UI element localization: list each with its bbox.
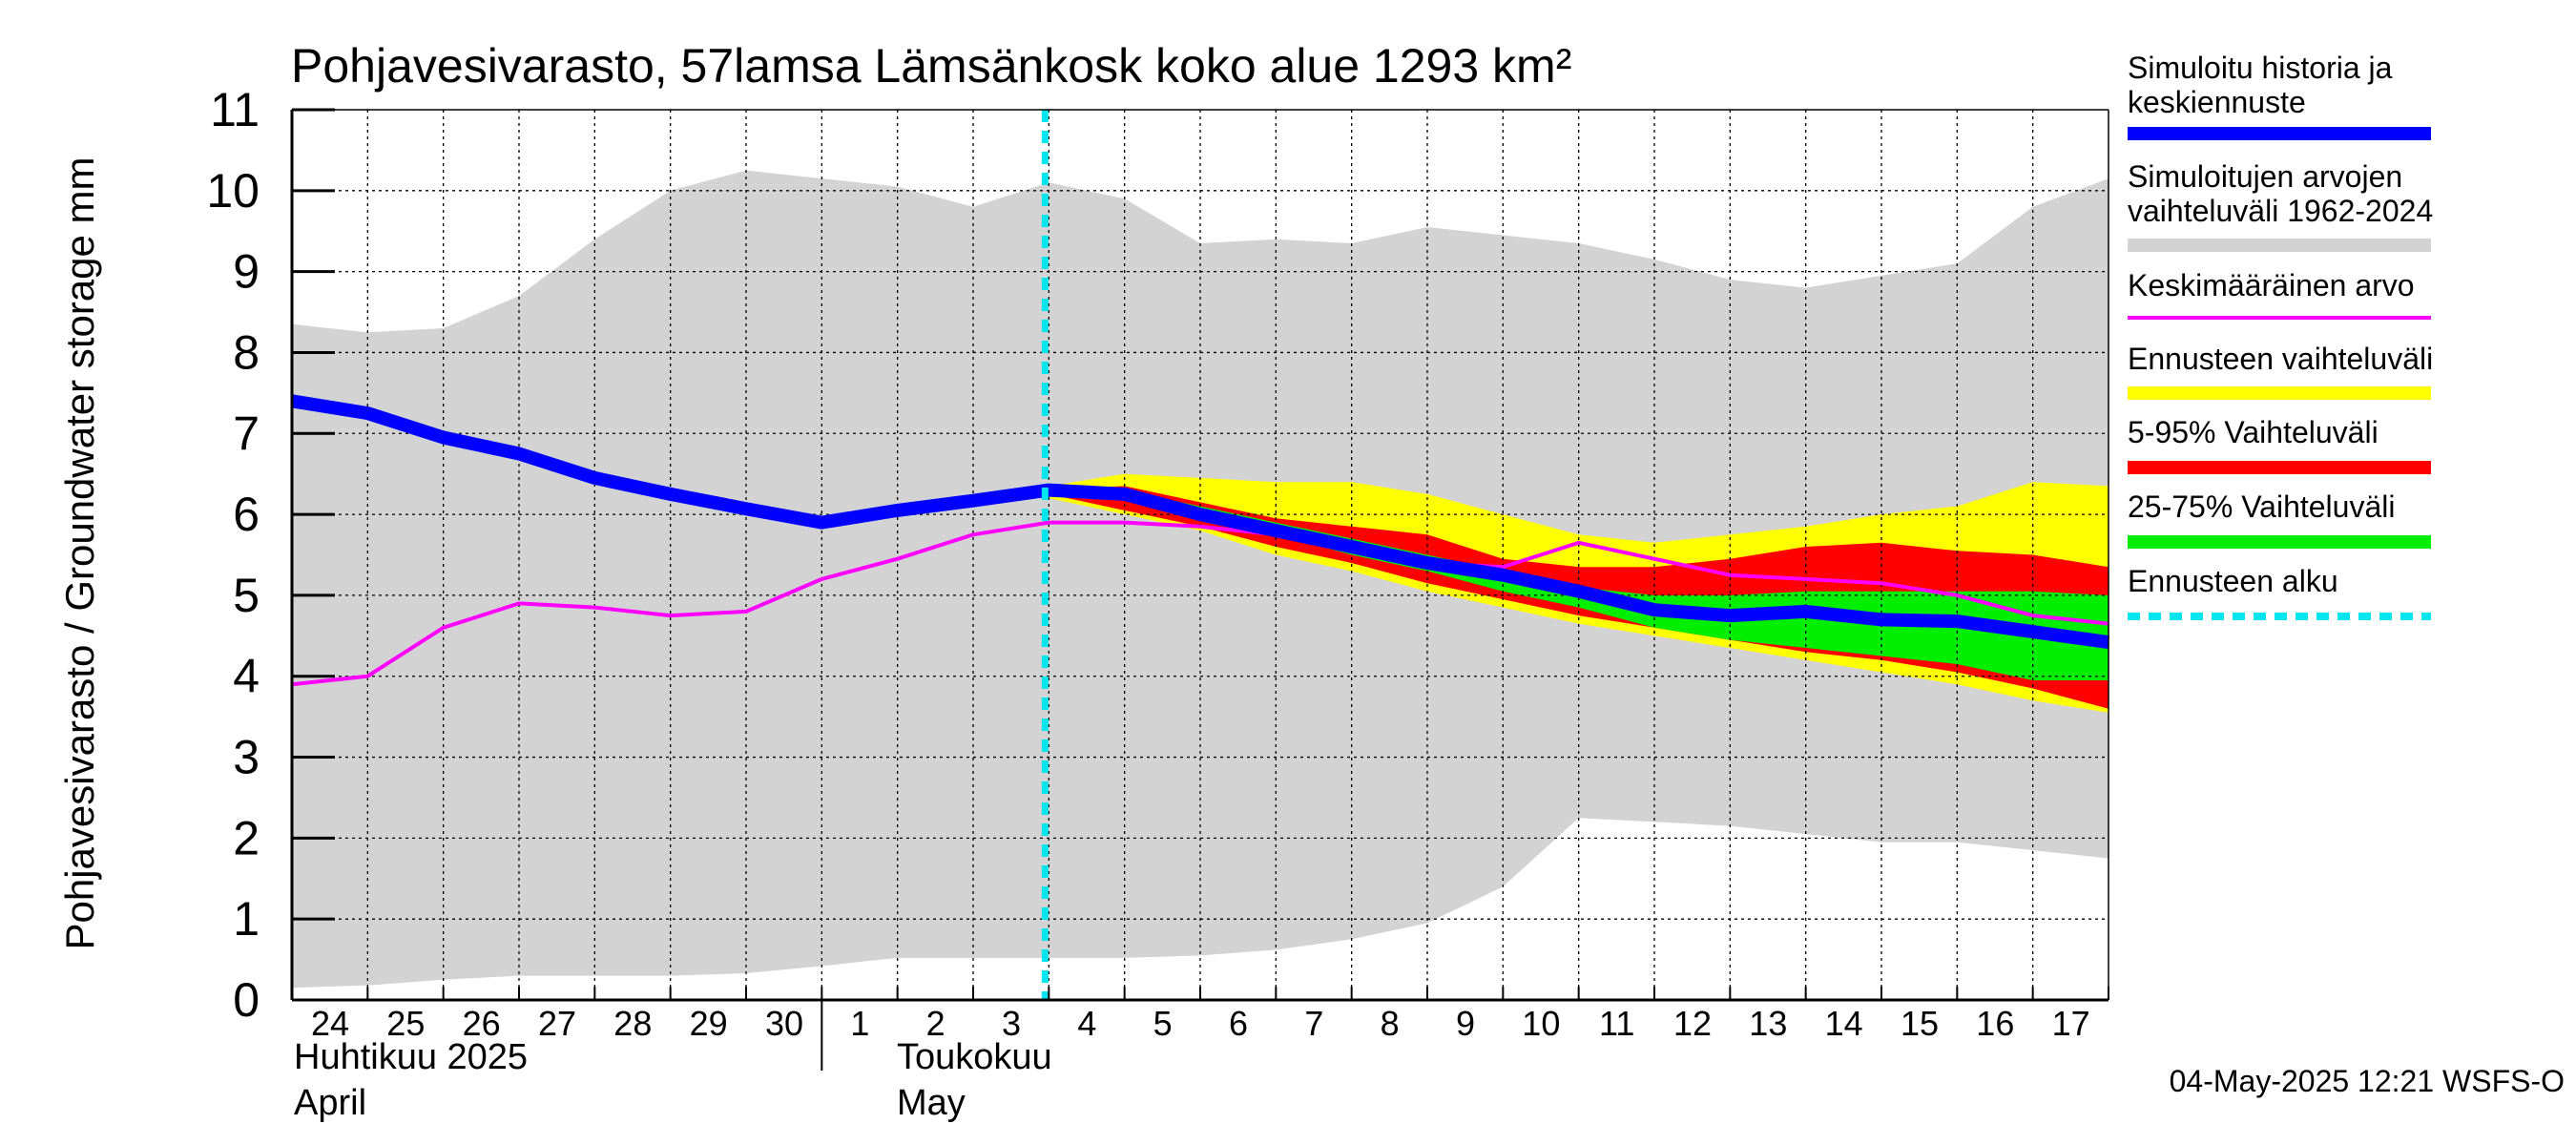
month-label-april-en: April	[294, 1083, 366, 1123]
month-label-april-fi: Huhtikuu 2025	[294, 1037, 528, 1077]
x-tick-label: 28	[613, 1004, 652, 1043]
y-tick-label: 11	[210, 83, 260, 136]
x-tick-label: 24	[311, 1004, 349, 1043]
x-tick-label: 17	[2052, 1004, 2090, 1043]
x-tick-label: 10	[1522, 1004, 1560, 1043]
y-tick-label: 2	[233, 811, 260, 864]
y-tick-label: 9	[233, 245, 260, 299]
y-axis-label: Pohjavesivarasto / Groundwater storage m…	[57, 156, 102, 949]
legend-label: vaihteluväli 1962-2024	[2128, 194, 2433, 228]
x-tick-label: 9	[1456, 1004, 1475, 1043]
x-tick-label: 4	[1077, 1004, 1096, 1043]
y-tick-label: 7	[233, 406, 260, 460]
x-tick-label: 6	[1229, 1004, 1248, 1043]
legend-label: Ennusteen vaihteluväli	[2128, 342, 2433, 376]
y-tick-label: 10	[206, 164, 260, 218]
legend-label: keskiennuste	[2128, 85, 2306, 119]
footer-timestamp: 04-May-2025 12:21 WSFS-O	[2170, 1064, 2565, 1098]
x-tick-label: 7	[1304, 1004, 1323, 1043]
month-label-may-en: May	[897, 1083, 966, 1123]
x-tick-label: 26	[463, 1004, 501, 1043]
x-tick-label: 3	[1002, 1004, 1021, 1043]
x-tick-label: 13	[1749, 1004, 1787, 1043]
y-tick-label: 1	[233, 892, 260, 946]
legend-label: Keskimääräinen arvo	[2128, 268, 2415, 302]
x-tick-label: 16	[1976, 1004, 2014, 1043]
legend-label: Simuloitujen arvojen	[2128, 159, 2402, 194]
legend-label: 5-95% Vaihteluväli	[2128, 415, 2379, 449]
simulated-history-line	[290, 394, 2109, 650]
x-tick-label: 5	[1153, 1004, 1173, 1043]
chart-title: Pohjavesivarasto, 57lamsa Lämsänkosk kok…	[291, 39, 1571, 93]
x-tick-label: 15	[1901, 1004, 1939, 1043]
x-tick-label: 1	[850, 1004, 869, 1043]
month-label-may-fi: Toukokuu	[897, 1037, 1052, 1077]
x-tick-label: 14	[1825, 1004, 1863, 1043]
legend-label: Simuloitu historia ja	[2128, 51, 2393, 85]
x-tick-label: 29	[690, 1004, 728, 1043]
x-tick-label: 30	[765, 1004, 803, 1043]
x-tick-label: 8	[1381, 1004, 1400, 1043]
y-tick-label: 5	[233, 569, 260, 622]
x-tick-label: 25	[386, 1004, 425, 1043]
legend-label: 25-75% Vaihteluväli	[2128, 489, 2395, 524]
x-tick-label: 12	[1673, 1004, 1712, 1043]
y-tick-label: 8	[233, 325, 260, 379]
y-tick-label: 6	[233, 488, 260, 541]
y-tick-label: 4	[233, 650, 260, 703]
x-tick-label: 2	[926, 1004, 945, 1043]
mean-value-line	[291, 520, 2109, 687]
x-tick-label: 11	[1599, 1004, 1634, 1043]
x-tick-label: 27	[538, 1004, 576, 1043]
y-tick-label: 0	[233, 973, 260, 1027]
y-tick-label: 3	[233, 731, 260, 784]
legend-label: Ennusteen alku	[2128, 564, 2338, 598]
